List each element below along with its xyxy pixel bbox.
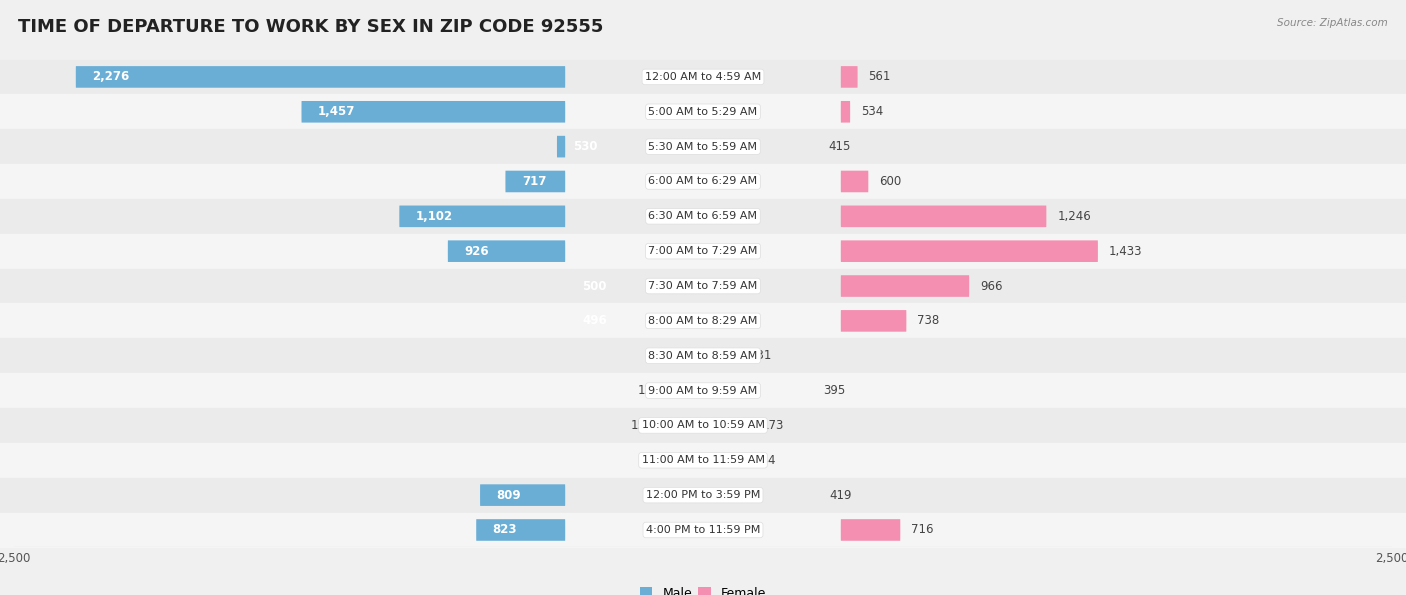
Text: 6:00 AM to 6:29 AM: 6:00 AM to 6:29 AM	[648, 177, 758, 186]
FancyBboxPatch shape	[841, 101, 851, 123]
FancyBboxPatch shape	[841, 66, 858, 87]
Text: 600: 600	[879, 175, 901, 188]
Text: 966: 966	[980, 280, 1002, 293]
FancyBboxPatch shape	[841, 519, 900, 541]
Bar	[0, 408, 1406, 443]
Text: 823: 823	[492, 524, 517, 537]
Legend: Male, Female: Male, Female	[636, 581, 770, 595]
Text: 8:00 AM to 8:29 AM: 8:00 AM to 8:29 AM	[648, 316, 758, 326]
Text: 203: 203	[664, 454, 688, 466]
Text: 534: 534	[862, 105, 883, 118]
Text: 717: 717	[522, 175, 547, 188]
Bar	[0, 478, 1406, 512]
Text: 738: 738	[917, 314, 939, 327]
FancyBboxPatch shape	[76, 66, 565, 87]
Text: 1,457: 1,457	[318, 105, 356, 118]
Text: 500: 500	[582, 280, 606, 293]
Text: 4:00 PM to 11:59 PM: 4:00 PM to 11:59 PM	[645, 525, 761, 535]
Text: 7:00 AM to 7:29 AM: 7:00 AM to 7:29 AM	[648, 246, 758, 256]
Text: 561: 561	[869, 70, 891, 83]
Text: 395: 395	[823, 384, 845, 397]
Text: 173: 173	[762, 419, 785, 432]
Bar	[0, 303, 1406, 339]
FancyBboxPatch shape	[505, 171, 565, 192]
Text: 9:00 AM to 9:59 AM: 9:00 AM to 9:59 AM	[648, 386, 758, 396]
Text: 7:30 AM to 7:59 AM: 7:30 AM to 7:59 AM	[648, 281, 758, 291]
FancyBboxPatch shape	[301, 101, 565, 123]
FancyBboxPatch shape	[449, 240, 565, 262]
Bar	[0, 60, 1406, 95]
FancyBboxPatch shape	[841, 205, 1046, 227]
Text: 6:30 AM to 6:59 AM: 6:30 AM to 6:59 AM	[648, 211, 758, 221]
Text: 809: 809	[496, 488, 522, 502]
Text: 1,433: 1,433	[1109, 245, 1143, 258]
Text: 11:00 AM to 11:59 AM: 11:00 AM to 11:59 AM	[641, 455, 765, 465]
Text: 8:30 AM to 8:59 AM: 8:30 AM to 8:59 AM	[648, 350, 758, 361]
Text: Source: ZipAtlas.com: Source: ZipAtlas.com	[1277, 18, 1388, 28]
FancyBboxPatch shape	[841, 171, 869, 192]
Bar	[0, 512, 1406, 547]
Text: 716: 716	[911, 524, 934, 537]
FancyBboxPatch shape	[399, 205, 565, 227]
Text: TIME OF DEPARTURE TO WORK BY SEX IN ZIP CODE 92555: TIME OF DEPARTURE TO WORK BY SEX IN ZIP …	[18, 18, 603, 36]
Bar	[0, 129, 1406, 164]
Text: 10:00 AM to 10:59 AM: 10:00 AM to 10:59 AM	[641, 421, 765, 430]
Text: 419: 419	[830, 488, 852, 502]
FancyBboxPatch shape	[477, 519, 565, 541]
Text: 5:30 AM to 5:59 AM: 5:30 AM to 5:59 AM	[648, 142, 758, 152]
Bar	[0, 164, 1406, 199]
Text: 1,102: 1,102	[416, 210, 453, 223]
Bar	[0, 95, 1406, 129]
Text: 152: 152	[630, 419, 652, 432]
FancyBboxPatch shape	[479, 484, 565, 506]
Bar	[0, 443, 1406, 478]
Text: 12:00 PM to 3:59 PM: 12:00 PM to 3:59 PM	[645, 490, 761, 500]
Text: 2,276: 2,276	[93, 70, 129, 83]
Text: 926: 926	[464, 245, 489, 258]
Text: 127: 127	[637, 384, 659, 397]
Text: 12:00 AM to 4:59 AM: 12:00 AM to 4:59 AM	[645, 72, 761, 82]
Text: 530: 530	[574, 140, 598, 153]
Text: 144: 144	[754, 454, 776, 466]
Bar	[0, 373, 1406, 408]
Text: 257: 257	[648, 349, 673, 362]
Bar	[0, 268, 1406, 303]
Text: 415: 415	[828, 140, 851, 153]
FancyBboxPatch shape	[841, 275, 969, 297]
FancyBboxPatch shape	[841, 310, 907, 331]
Text: 496: 496	[583, 314, 607, 327]
Bar	[0, 339, 1406, 373]
Bar	[0, 199, 1406, 234]
Bar	[0, 234, 1406, 268]
Text: 5:00 AM to 5:29 AM: 5:00 AM to 5:29 AM	[648, 107, 758, 117]
Text: 1,246: 1,246	[1057, 210, 1091, 223]
Text: 131: 131	[751, 349, 772, 362]
FancyBboxPatch shape	[841, 240, 1098, 262]
FancyBboxPatch shape	[557, 136, 565, 158]
